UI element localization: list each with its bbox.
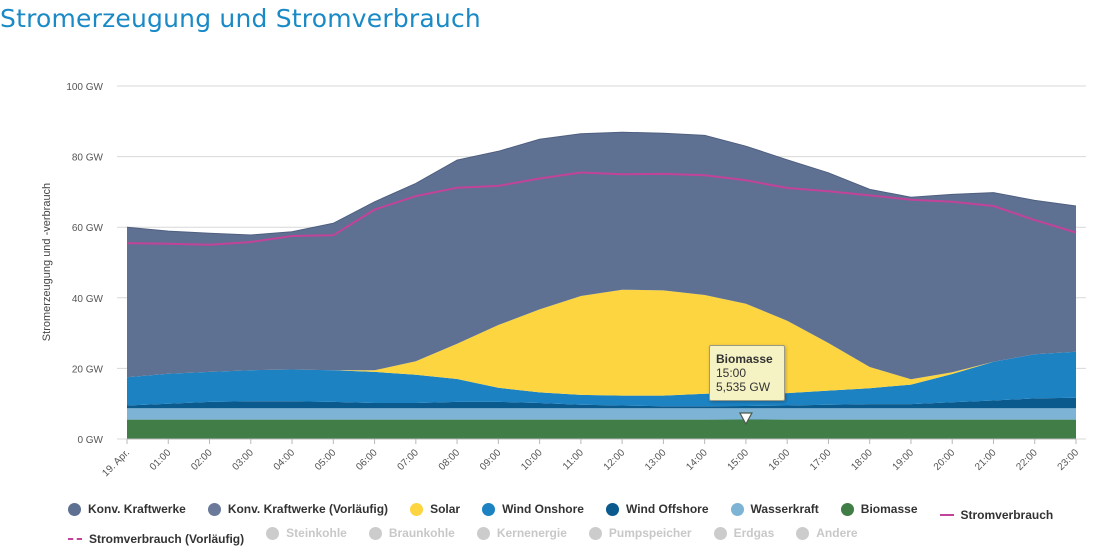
y-tick-label: 40 GW	[72, 294, 104, 305]
x-tick-label: 04:00	[272, 447, 298, 473]
legend-label: Stromverbrauch (Vorläufig)	[89, 531, 245, 546]
legend-symbol-icon	[368, 526, 382, 540]
x-tick-label: 16:00	[767, 447, 793, 473]
legend-symbol-icon	[410, 502, 424, 516]
x-tick-label: 17:00	[808, 447, 834, 473]
x-tick-label: 21:00	[973, 447, 999, 473]
legend-symbol-icon	[68, 502, 81, 516]
area-wind-offshore[interactable]	[127, 397, 1076, 409]
legend-item-pumpspeicher[interactable]: Pumpspeicher	[588, 522, 692, 544]
x-tick-label: 12:00	[602, 447, 628, 473]
x-tick-label: 07:00	[395, 447, 421, 473]
y-tick-label: 20 GW	[72, 364, 104, 375]
legend-symbol-icon	[482, 502, 496, 516]
x-tick-label: 13:00	[643, 447, 669, 473]
legend-symbol-icon	[939, 513, 954, 516]
total-outline	[126, 131, 1077, 236]
legend-row-1: Konv. Kraftwerke Konv. Kraftwerke (Vorläu…	[68, 498, 1075, 522]
legend-label: Konv. Kraftwerke	[88, 502, 186, 516]
area-biomasse[interactable]	[127, 419, 1076, 440]
x-tick-label: 19. Apr.	[100, 447, 132, 479]
legend-label: Biomasse	[860, 502, 918, 516]
area-wind-onshore[interactable]	[127, 351, 1076, 407]
x-tick-label: 05:00	[313, 447, 339, 473]
x-tick-label: 20:00	[932, 447, 958, 473]
legend-label: Andere	[816, 526, 858, 540]
legend-label: Wind Offshore	[625, 502, 709, 516]
legend-item-solar[interactable]: Solar	[410, 498, 460, 520]
area-wasserkraft[interactable]	[127, 408, 1076, 420]
legend-label: Wasserkraft	[750, 502, 819, 516]
x-tick-label: 08:00	[437, 447, 463, 473]
legend-label: Kernenergie	[496, 526, 567, 540]
legend-label: Braunkohle	[388, 526, 455, 540]
tooltip-time: 15:00	[716, 366, 747, 380]
tooltip-series: Biomasse	[716, 352, 773, 366]
legend-item-braunkohle[interactable]: Braunkohle	[368, 522, 455, 544]
legend-label: Steinkohle	[286, 526, 347, 540]
x-tick-label: 03:00	[230, 447, 256, 473]
x-tick-label: 06:00	[354, 447, 380, 473]
legend-symbol-icon	[796, 526, 810, 540]
legend-item-steinkohle[interactable]: Steinkohle	[266, 522, 347, 544]
legend-item-wasserkraft[interactable]: Wasserkraft	[730, 498, 819, 520]
y-tick-label: 0 GW	[77, 435, 103, 446]
area-chart: 0 GW 20 GW 40 GW 60 GW 80 GW 100 GW 19. Apr. 01…	[41, 82, 1086, 479]
legend-item-stromverbrauch-vorläufig[interactable]: Stromverbrauch (Vorläufig)	[68, 528, 244, 550]
legend-symbol-icon	[840, 502, 854, 516]
x-tick-label: 22:00	[1014, 447, 1040, 473]
legend-label: Solar	[430, 502, 461, 516]
x-tick-label: 11:00	[561, 447, 586, 472]
page-title: Stromerzeugung und Stromverbrauch	[0, 4, 481, 33]
legend-symbol-icon	[207, 502, 221, 516]
legend-item-konv-kraftwerke[interactable]: Konv. Kraftwerke	[68, 498, 186, 520]
x-tick-label: 19:00	[891, 447, 917, 473]
x-tick-label: 02:00	[189, 447, 215, 473]
legend-label: Pumpspeicher	[608, 526, 692, 540]
y-tick-label: 100 GW	[66, 82, 103, 93]
tooltip-value: 5,535 GW	[716, 380, 771, 394]
x-tick-label: 23:00	[1056, 447, 1082, 473]
legend-label: Stromverbrauch	[960, 507, 1054, 522]
x-tick-label: 01:00	[148, 447, 174, 473]
legend-symbol-icon	[588, 526, 602, 540]
legend-label: Wind Onshore	[502, 502, 584, 516]
legend-item-andere[interactable]: Andere	[796, 522, 858, 544]
x-tick-label: 10:00	[519, 447, 545, 473]
x-tick-label: 14:00	[684, 447, 710, 473]
legend-item-konv-kraftwerke-vorläufig[interactable]: Konv. Kraftwerke (Vorläufig)	[207, 498, 389, 520]
legend-label: Erdgas	[733, 526, 775, 540]
legend-symbol-icon	[476, 526, 490, 540]
legend-item-stromverbrauch[interactable]: Stromverbrauch	[939, 504, 1054, 526]
chart-tooltip: Biomasse 15:00 5,535 GW	[709, 345, 785, 401]
y-tick-label: 80 GW	[72, 153, 104, 164]
legend-symbol-icon	[730, 502, 744, 516]
legend-symbol-icon	[68, 537, 82, 540]
area-solar[interactable]	[127, 289, 1076, 396]
consumption-line[interactable]	[126, 171, 1077, 246]
legend-symbol-icon	[266, 526, 280, 540]
legend-row-2: Stromverbrauch (Vorläufig) Steinkohle Brau…	[68, 522, 880, 546]
legend-item-kernenergie[interactable]: Kernenergie	[476, 522, 567, 544]
x-tick-label: 09:00	[478, 447, 504, 473]
y-axis-label: Stromerzeugung und -verbrauch	[41, 183, 53, 341]
legend-item-wind-offshore[interactable]: Wind Offshore	[605, 498, 709, 520]
legend-item-biomasse[interactable]: Biomasse	[840, 498, 918, 520]
legend-item-erdgas[interactable]: Erdgas	[713, 522, 775, 544]
legend-symbol-icon	[605, 502, 619, 516]
consumption-line-group[interactable]	[126, 171, 1077, 246]
area-series[interactable]	[126, 131, 1077, 440]
legend-symbol-icon	[713, 526, 727, 540]
x-tick-label: 15:00	[726, 447, 752, 473]
legend-item-wind-onshore[interactable]: Wind Onshore	[482, 498, 584, 520]
x-tick-label: 18:00	[849, 447, 875, 473]
y-tick-label: 60 GW	[72, 223, 104, 234]
legend-label: Konv. Kraftwerke (Vorläufig)	[227, 502, 389, 516]
tooltip-marker	[738, 412, 753, 426]
area-konv-kraftwerke[interactable]	[127, 132, 1076, 380]
hover-marker	[738, 412, 753, 426]
